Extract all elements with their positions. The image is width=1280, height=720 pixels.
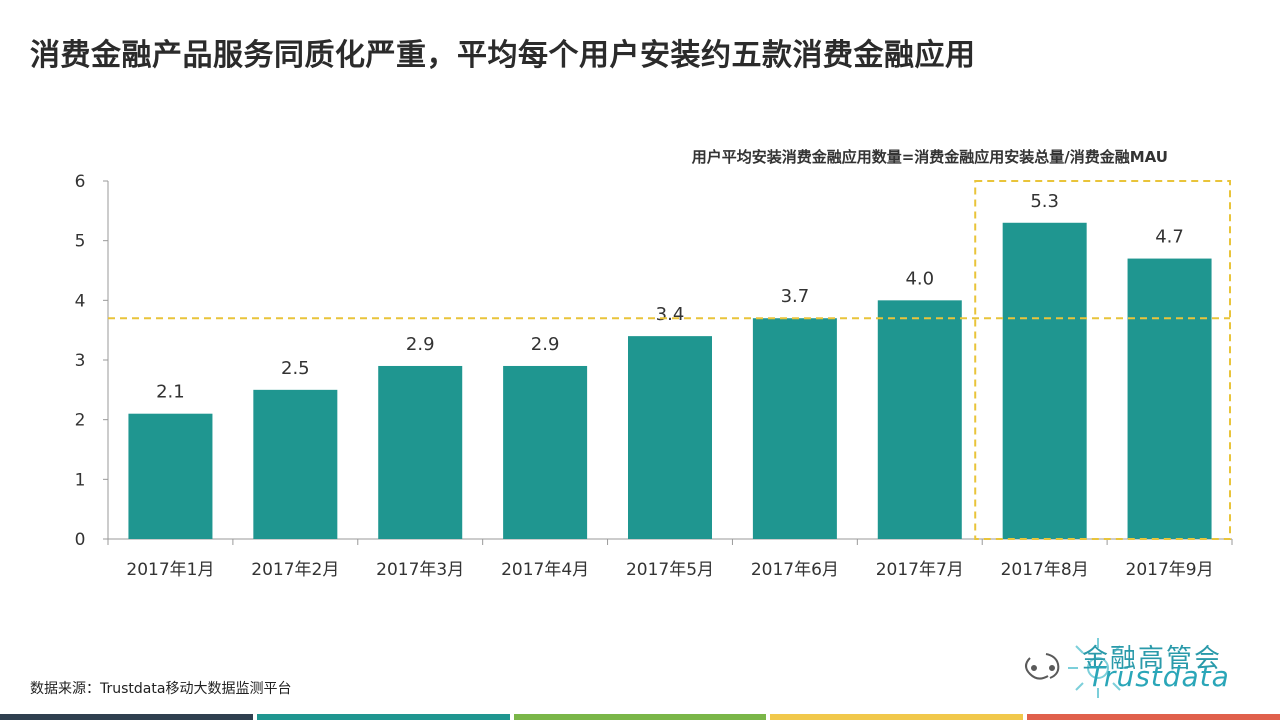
bar bbox=[628, 336, 712, 539]
data-label: 2.9 bbox=[531, 334, 560, 355]
chart-formula-note: 用户平均安装消费金融应用数量=消费金融应用安装总量/消费金融MAU bbox=[691, 148, 1168, 166]
bar bbox=[877, 300, 962, 539]
data-label: 3.4 bbox=[656, 304, 685, 325]
bottom-bar-segment-5 bbox=[1027, 714, 1280, 720]
data-label: 2.1 bbox=[156, 382, 185, 403]
data-label: 2.5 bbox=[281, 358, 310, 379]
x-tick-label: 2017年8月 bbox=[1001, 560, 1089, 580]
x-tick-label: 2017年1月 bbox=[126, 560, 214, 580]
bar bbox=[503, 365, 588, 539]
bar bbox=[1127, 258, 1212, 539]
x-tick-label: 2017年4月 bbox=[501, 560, 589, 580]
bar bbox=[378, 365, 463, 539]
logo-text: 金融高管会 bbox=[1082, 644, 1223, 674]
x-tick-label: 2017年3月 bbox=[376, 560, 464, 580]
x-tick-label: 2017年9月 bbox=[1126, 560, 1214, 580]
y-tick-label: 2 bbox=[75, 411, 86, 431]
bottom-color-bar bbox=[0, 714, 1280, 720]
y-tick-label: 5 bbox=[75, 232, 86, 252]
bar bbox=[253, 389, 338, 539]
data-label: 5.3 bbox=[1030, 191, 1059, 212]
y-tick-label: 0 bbox=[75, 530, 86, 550]
bottom-bar-segment-4 bbox=[770, 714, 1024, 720]
data-label: 4.7 bbox=[1155, 227, 1184, 248]
bottom-bar-segment-3 bbox=[513, 714, 767, 720]
data-label: 2.9 bbox=[406, 334, 435, 355]
data-label: 4.0 bbox=[905, 268, 934, 289]
x-tick-label: 2017年7月 bbox=[876, 560, 964, 580]
y-tick-label: 1 bbox=[75, 470, 86, 490]
bar-chart: 0 1 2 3 4 5 6 2.1 2017年1月 2.5 2017年2月 2.9 2017年3月 2.9… bbox=[75, 172, 1233, 580]
page-title: 消费金融产品服务同质化严重，平均每个用户安装约五款消费金融应用 bbox=[30, 38, 976, 73]
logo-subtitle: Trustdata bbox=[1088, 660, 1230, 693]
y-tick-label: 4 bbox=[75, 291, 86, 311]
x-tick-label: 2017年5月 bbox=[626, 560, 714, 580]
y-tick-label: 3 bbox=[75, 351, 86, 371]
y-tick-label: 6 bbox=[75, 172, 86, 192]
bar bbox=[128, 413, 213, 539]
bottom-bar-segment-1 bbox=[0, 714, 253, 720]
data-label: 3.7 bbox=[781, 286, 810, 307]
bar bbox=[1002, 222, 1087, 539]
highlight-box bbox=[974, 180, 1231, 540]
x-tick-label: 2017年6月 bbox=[751, 560, 839, 580]
bar bbox=[752, 318, 837, 539]
data-source: 数据来源：Trustdata移动大数据监测平台 bbox=[30, 681, 292, 697]
bottom-bar-segment-2 bbox=[256, 714, 510, 720]
trustdata-logo bbox=[1025, 638, 1128, 698]
x-tick-label: 2017年2月 bbox=[251, 560, 339, 580]
